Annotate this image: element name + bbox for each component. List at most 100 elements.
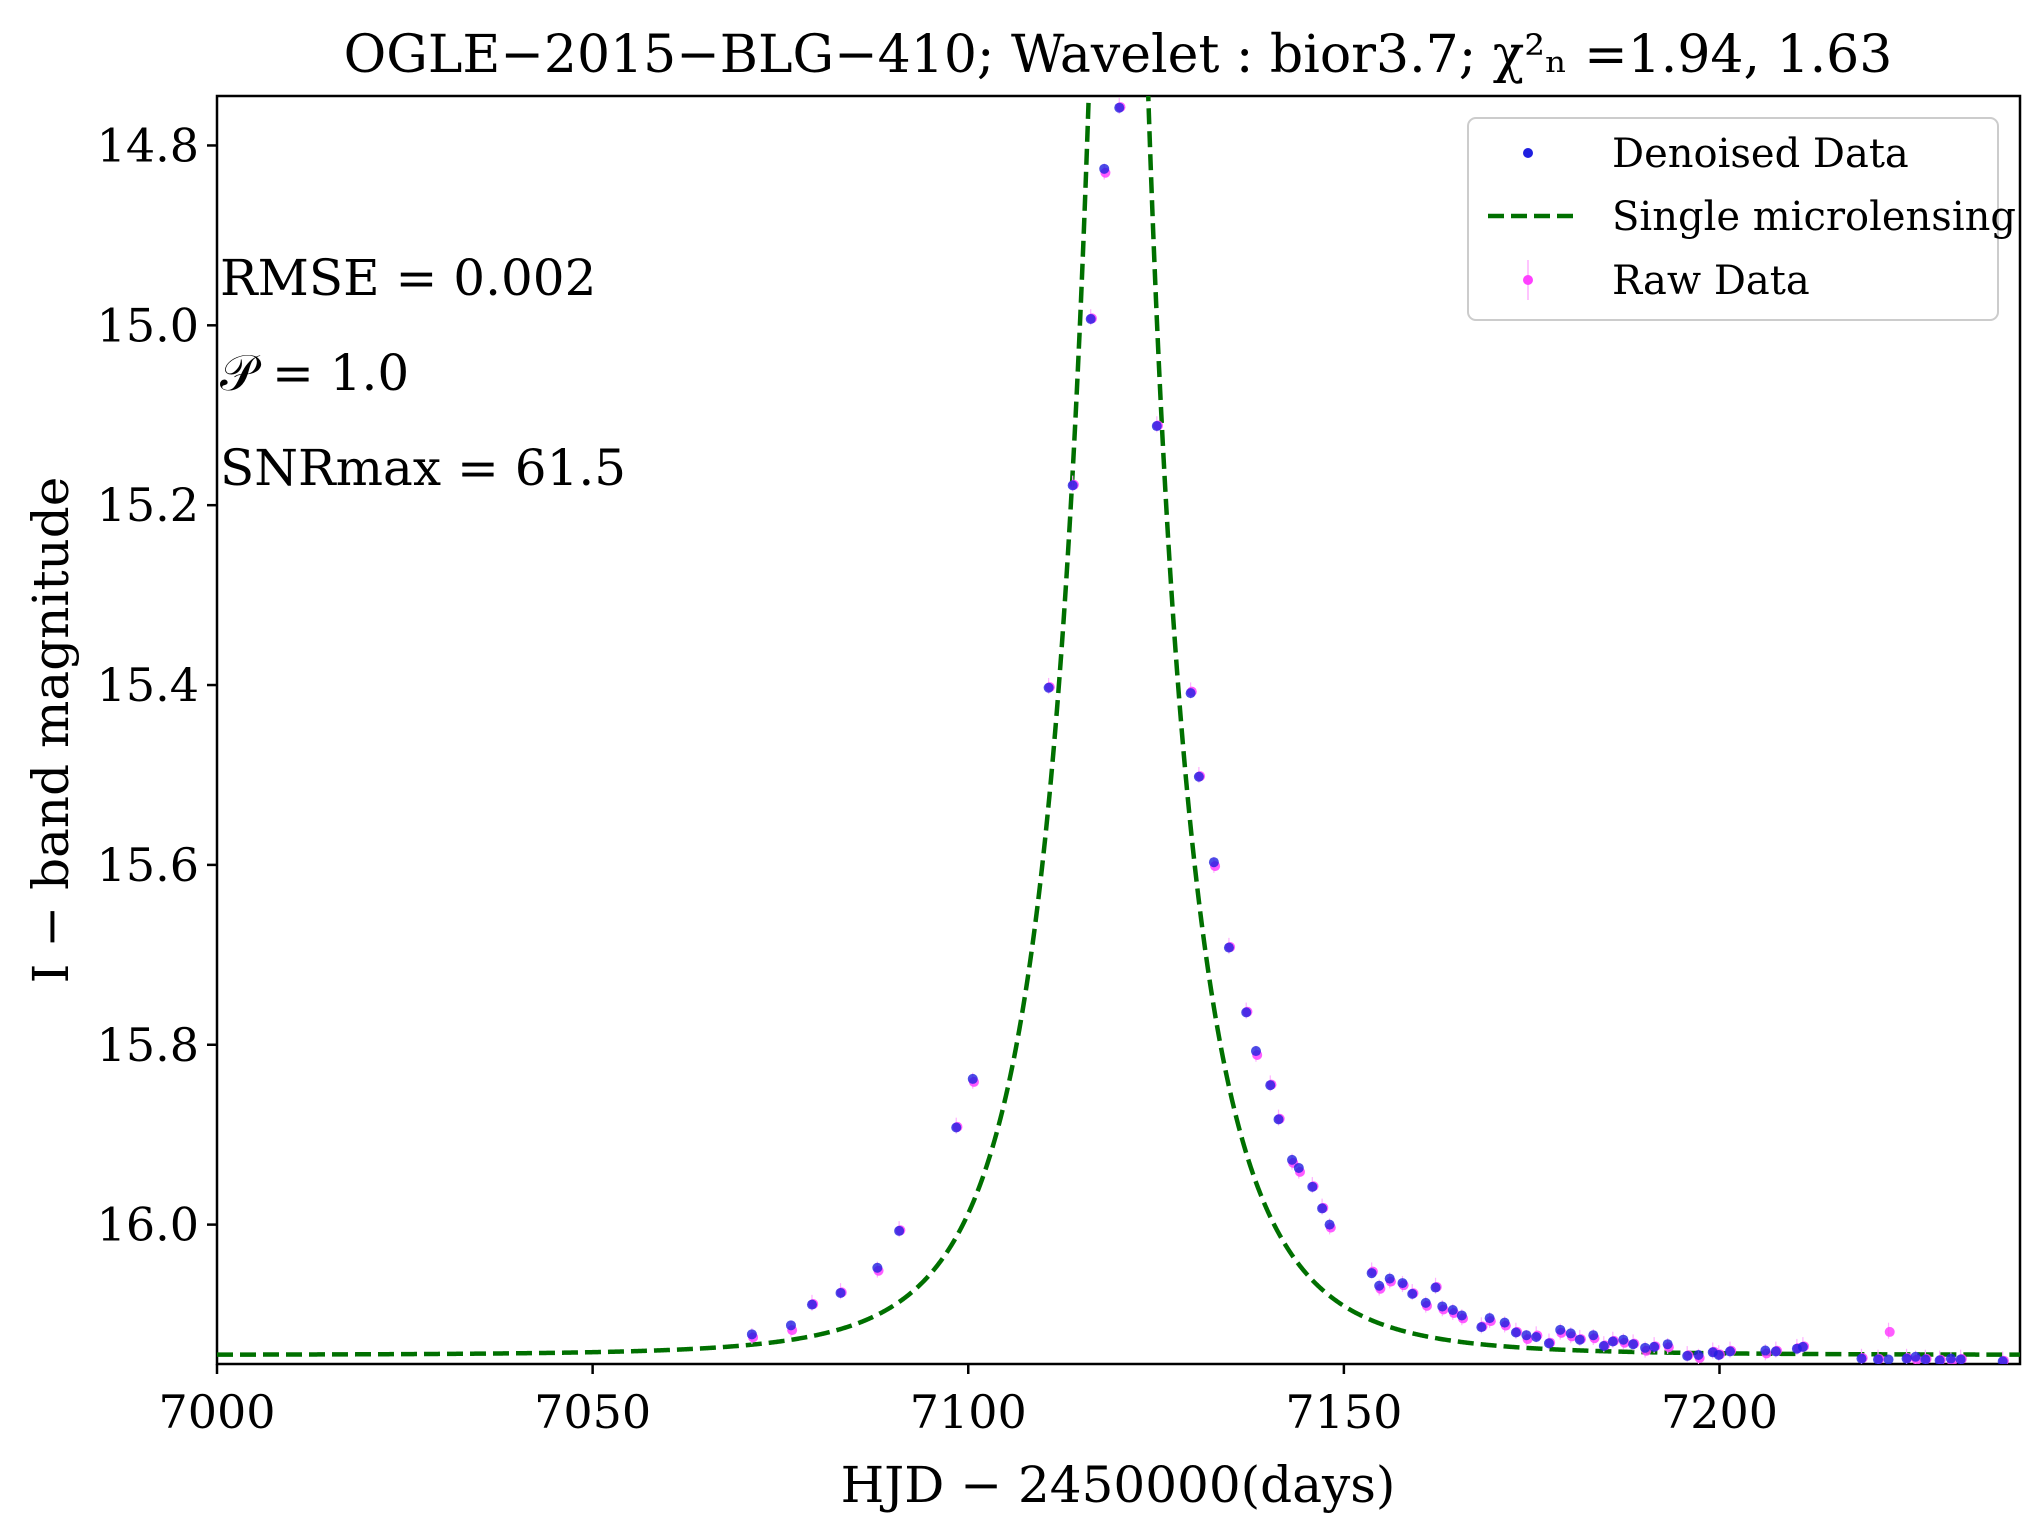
snr-annotation: SNRmax = 61.5 [220, 439, 626, 497]
denoised-point-68 [1910, 1351, 1921, 1362]
x-tick-label-3: 7150 [1285, 1385, 1402, 1439]
denoised-point-43 [1543, 1338, 1554, 1349]
denoised-point-46 [1574, 1334, 1585, 1345]
y-tick-label-2: 15.2 [97, 478, 199, 532]
denoised-point-10 [1085, 314, 1096, 325]
denoised-point-56 [1693, 1350, 1704, 1361]
denoised-point-21 [1273, 1114, 1284, 1125]
denoised-point-31 [1407, 1288, 1418, 1299]
denoised-point-55 [1682, 1350, 1693, 1361]
denoised-point-50 [1618, 1334, 1629, 1345]
fit-statistics: RMSE = 0.002 𝒫 = 1.0 SNRmax = 61.5 [220, 249, 626, 497]
y-axis: 14.8 15.0 15.2 15.4 15.6 15.8 16.0 [97, 118, 217, 1252]
denoised-point-52 [1640, 1342, 1651, 1353]
denoised-point-35 [1447, 1305, 1458, 1316]
x-tick-label-4: 7200 [1661, 1385, 1778, 1439]
denoised-point-45 [1565, 1328, 1576, 1339]
denoised-point-39 [1499, 1317, 1510, 1328]
denoised-point-67 [1901, 1353, 1912, 1364]
denoised-point-66 [1883, 1354, 1894, 1364]
denoised-point-49 [1607, 1336, 1618, 1347]
y-tick-label-6: 16.0 [97, 1198, 199, 1252]
legend-denoised-marker [1523, 148, 1533, 158]
denoised-data-points [746, 102, 2008, 1364]
denoised-point-65 [1873, 1354, 1884, 1364]
denoised-point-71 [1945, 1353, 1956, 1364]
y-tick-label-1: 15.0 [97, 298, 199, 352]
denoised-point-59 [1725, 1346, 1736, 1357]
denoised-point-29 [1384, 1273, 1395, 1284]
denoised-point-13 [1151, 421, 1162, 432]
denoised-point-1 [785, 1320, 796, 1331]
denoised-point-61 [1770, 1346, 1781, 1357]
legend-raw-label: Raw Data [1612, 258, 1810, 304]
x-tick-label-1: 7050 [534, 1385, 651, 1439]
denoised-point-32 [1420, 1297, 1431, 1308]
denoised-point-25 [1317, 1203, 1328, 1214]
denoised-point-34 [1437, 1301, 1448, 1312]
legend-raw-marker [1523, 275, 1533, 285]
y-tick-label-0: 14.8 [97, 118, 199, 172]
denoised-point-9 [1067, 480, 1078, 491]
denoised-point-47 [1588, 1330, 1599, 1341]
legend: Denoised Data Single microlensing Raw Da… [1467, 117, 2016, 321]
denoised-point-23 [1293, 1162, 1304, 1173]
denoised-point-48 [1598, 1341, 1609, 1352]
plot-frame [215, 94, 2022, 1366]
denoised-point-44 [1555, 1324, 1566, 1335]
legend-box [1467, 117, 1999, 321]
denoised-point-11 [1099, 163, 1110, 174]
denoised-point-58 [1713, 1350, 1724, 1361]
x-axis: 7000 7050 7100 7150 7200 [158, 1364, 1778, 1439]
y-tick-label-3: 15.4 [97, 658, 199, 712]
denoised-point-53 [1649, 1341, 1660, 1352]
denoised-point-15 [1193, 771, 1204, 782]
p-annotation: 𝒫 = 1.0 [220, 344, 409, 402]
denoised-point-30 [1397, 1278, 1408, 1289]
denoised-point-72 [1955, 1354, 1966, 1364]
denoised-point-17 [1223, 942, 1234, 953]
denoised-point-26 [1324, 1219, 1335, 1230]
legend-denoised-label: Denoised Data [1612, 131, 1909, 177]
x-axis-label: HJD − 2450000(days) [841, 1456, 1396, 1514]
x-tick-label-2: 7100 [910, 1385, 1027, 1439]
denoised-point-14 [1185, 688, 1196, 699]
denoised-point-41 [1521, 1330, 1532, 1341]
denoised-point-42 [1531, 1332, 1542, 1343]
denoised-point-0 [746, 1329, 757, 1340]
denoised-point-27 [1366, 1268, 1377, 1279]
denoised-point-54 [1662, 1339, 1673, 1350]
denoised-point-20 [1265, 1080, 1276, 1091]
x-tick-label-0: 7000 [158, 1385, 275, 1439]
denoised-point-40 [1510, 1327, 1521, 1338]
denoised-point-63 [1797, 1341, 1808, 1352]
denoised-point-19 [1250, 1046, 1261, 1057]
denoised-point-3 [835, 1287, 846, 1298]
denoised-point-2 [806, 1299, 817, 1310]
legend-model-label: Single microlensing [1612, 194, 2016, 240]
denoised-point-38 [1484, 1313, 1495, 1324]
denoised-point-36 [1456, 1310, 1467, 1321]
denoised-point-69 [1920, 1354, 1931, 1364]
denoised-point-6 [951, 1122, 962, 1133]
denoised-point-24 [1307, 1181, 1318, 1192]
chart-title: OGLE−2015−BLG−410; Wavelet : bior3.7; χ²… [344, 25, 1893, 85]
rmse-annotation: RMSE = 0.002 [220, 249, 596, 307]
y-axis-label: I − band magnitude [22, 477, 80, 984]
denoised-point-22 [1287, 1154, 1298, 1165]
denoised-point-12 [1114, 102, 1125, 113]
denoised-point-60 [1760, 1345, 1771, 1356]
raw-point-66 [1884, 1326, 1895, 1337]
denoised-point-70 [1934, 1355, 1945, 1364]
denoised-point-8 [1043, 682, 1054, 693]
denoised-point-51 [1628, 1339, 1639, 1350]
denoised-point-73 [1997, 1356, 2008, 1364]
denoised-point-7 [967, 1073, 978, 1084]
denoised-point-33 [1430, 1282, 1441, 1293]
y-tick-label-4: 15.6 [97, 838, 199, 892]
denoised-point-16 [1208, 857, 1219, 868]
denoised-point-28 [1374, 1280, 1385, 1291]
y-tick-label-5: 15.8 [97, 1018, 199, 1072]
denoised-point-64 [1856, 1353, 1867, 1364]
